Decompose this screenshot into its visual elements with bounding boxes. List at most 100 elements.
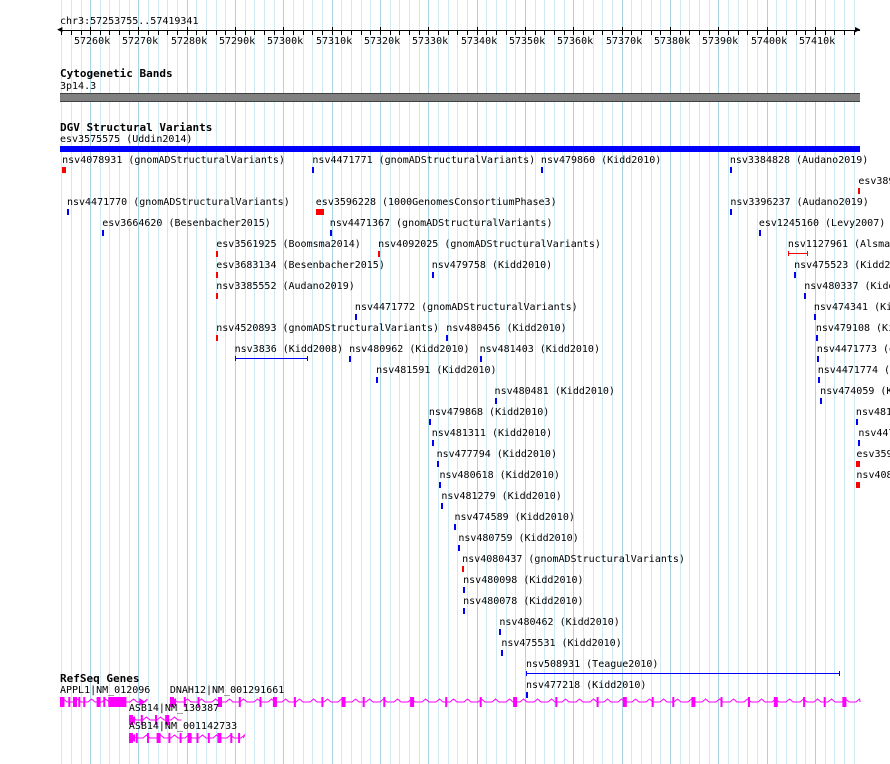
grid-line: [370, 0, 372, 764]
gene-label: DNAH12|NM_001291661: [169, 685, 285, 696]
ruler-tick-label: 57320k: [364, 36, 401, 47]
gene-exon: [135, 733, 138, 743]
grid-line: [360, 0, 362, 764]
grid-line: [196, 0, 198, 764]
grid-line: [573, 0, 575, 764]
ruler-tick: [718, 27, 719, 35]
dgv-feature-label: nsv3385552 (Audano2019): [216, 281, 355, 292]
ruler-tick: [341, 30, 342, 35]
ruler-tick: [680, 30, 681, 35]
dgv-feature-label: nsv4092025 (gnomADStructuralVariants): [378, 239, 601, 250]
dgv-feature-bar: [378, 251, 381, 257]
ruler-tick: [728, 30, 729, 35]
grid-line: [351, 0, 353, 764]
grid-line: [534, 0, 536, 764]
ruler-tick: [138, 27, 139, 35]
dgv-feature-bar: [479, 356, 482, 362]
ruler-tick: [351, 30, 352, 35]
gene-exon: [773, 697, 778, 707]
grid-line: [186, 0, 188, 764]
ruler-tick: [515, 30, 516, 35]
grid-line: [669, 0, 671, 764]
grid-line: [283, 0, 285, 764]
dgv-feature-bar: [855, 419, 858, 425]
dgv-feature-bar: [446, 335, 449, 341]
dgv-feature-label: nsv4471771 (gnomADStructuralVariants): [312, 155, 536, 166]
grid-line: [312, 0, 314, 764]
ruler-tick: [312, 30, 313, 35]
grid-line: [447, 0, 449, 764]
ruler-tick-label: 57400k: [751, 36, 788, 47]
grid-line: [109, 0, 111, 764]
ruler-tick: [612, 30, 613, 35]
grid-line: [747, 0, 749, 764]
gene-exon: [512, 697, 517, 707]
gene-exon: [179, 733, 182, 743]
dgv-feature-label: nsv480618 (Kidd2010): [439, 470, 560, 481]
gene-exon: [596, 697, 599, 707]
grid-line: [409, 0, 411, 764]
dgv-feature-label: nsv480098 (Kidd2010): [463, 575, 584, 586]
gene-exon: [230, 733, 233, 743]
grid-line: [177, 0, 179, 764]
grid-line: [167, 0, 169, 764]
ruler-tick: [689, 30, 690, 35]
dgv-feature-label: nsv4078931 (gnomADStructuralVariants): [62, 155, 285, 166]
ruler-tick: [264, 30, 265, 35]
grid-line: [302, 0, 304, 764]
dgv-feature-bar: [216, 272, 219, 278]
ruler-tick: [303, 30, 304, 35]
ruler-tick-label: 57270k: [122, 36, 159, 47]
strand-arrow-icon: [128, 716, 135, 724]
gene-model: [59, 697, 148, 707]
grid-line: [505, 0, 507, 764]
ruler-tick-label: 57300k: [267, 36, 304, 47]
dgv-feature-label: nsv480337 (Kidd2010): [804, 281, 890, 292]
ruler-tick-label: 57370k: [606, 36, 643, 47]
grid-line: [631, 0, 633, 764]
grid-line: [264, 0, 266, 764]
dgv-feature-bar: [501, 650, 504, 656]
ruler-tick: [825, 30, 826, 35]
ruler-tick: [158, 30, 159, 35]
grid-line: [225, 0, 227, 764]
gene-exon: [383, 697, 386, 707]
gene-exon: [672, 697, 675, 707]
gene-exon: [272, 697, 277, 707]
gene-exon: [78, 697, 81, 707]
dgv-feature-label: nsv4471774 (gnomADStructuralVariants): [817, 365, 890, 376]
gene-exon: [108, 697, 127, 707]
ruler-tick: [100, 30, 101, 35]
dgv-feature-bar: [804, 293, 807, 299]
grid-line: [322, 0, 324, 764]
grid-line: [843, 0, 845, 764]
gene-exon: [651, 697, 654, 707]
ruler-tick: [622, 27, 623, 35]
position-label: chr3:57253755..57419341: [60, 16, 199, 27]
ruler-tick: [167, 30, 168, 35]
grid-line: [380, 0, 382, 764]
ruler-tick: [506, 30, 507, 35]
dgv-feature-label: nsv4471367 (gnomADStructuralVariants): [329, 218, 553, 229]
dgv-feature-bar: [234, 358, 309, 359]
grid-line: [814, 0, 816, 764]
gene-exon: [165, 715, 170, 725]
grid-line: [524, 0, 526, 764]
dgv-feature-bar: [463, 587, 466, 593]
dgv-feature-bar: [856, 482, 860, 488]
dgv-feature-bar: [494, 398, 497, 404]
dgv-feature-bar: [816, 356, 819, 362]
dgv-feature-label: nsv479860 (Kidd2010): [540, 155, 662, 166]
dgv-track-title: DGV Structural Variants: [60, 121, 213, 134]
grid-line: [621, 0, 623, 764]
ruler-tick: [361, 30, 362, 35]
strand-arrow-icon: [139, 698, 146, 706]
gene-exon: [720, 697, 723, 707]
grid-line: [215, 0, 217, 764]
grid-line: [563, 0, 565, 764]
dgv-feature-label: nsv4520893 (gnomADStructuralVariants): [216, 323, 440, 334]
cytoband-bar[interactable]: [60, 93, 860, 102]
ruler-tick: [409, 30, 410, 35]
grid-line: [399, 0, 401, 764]
